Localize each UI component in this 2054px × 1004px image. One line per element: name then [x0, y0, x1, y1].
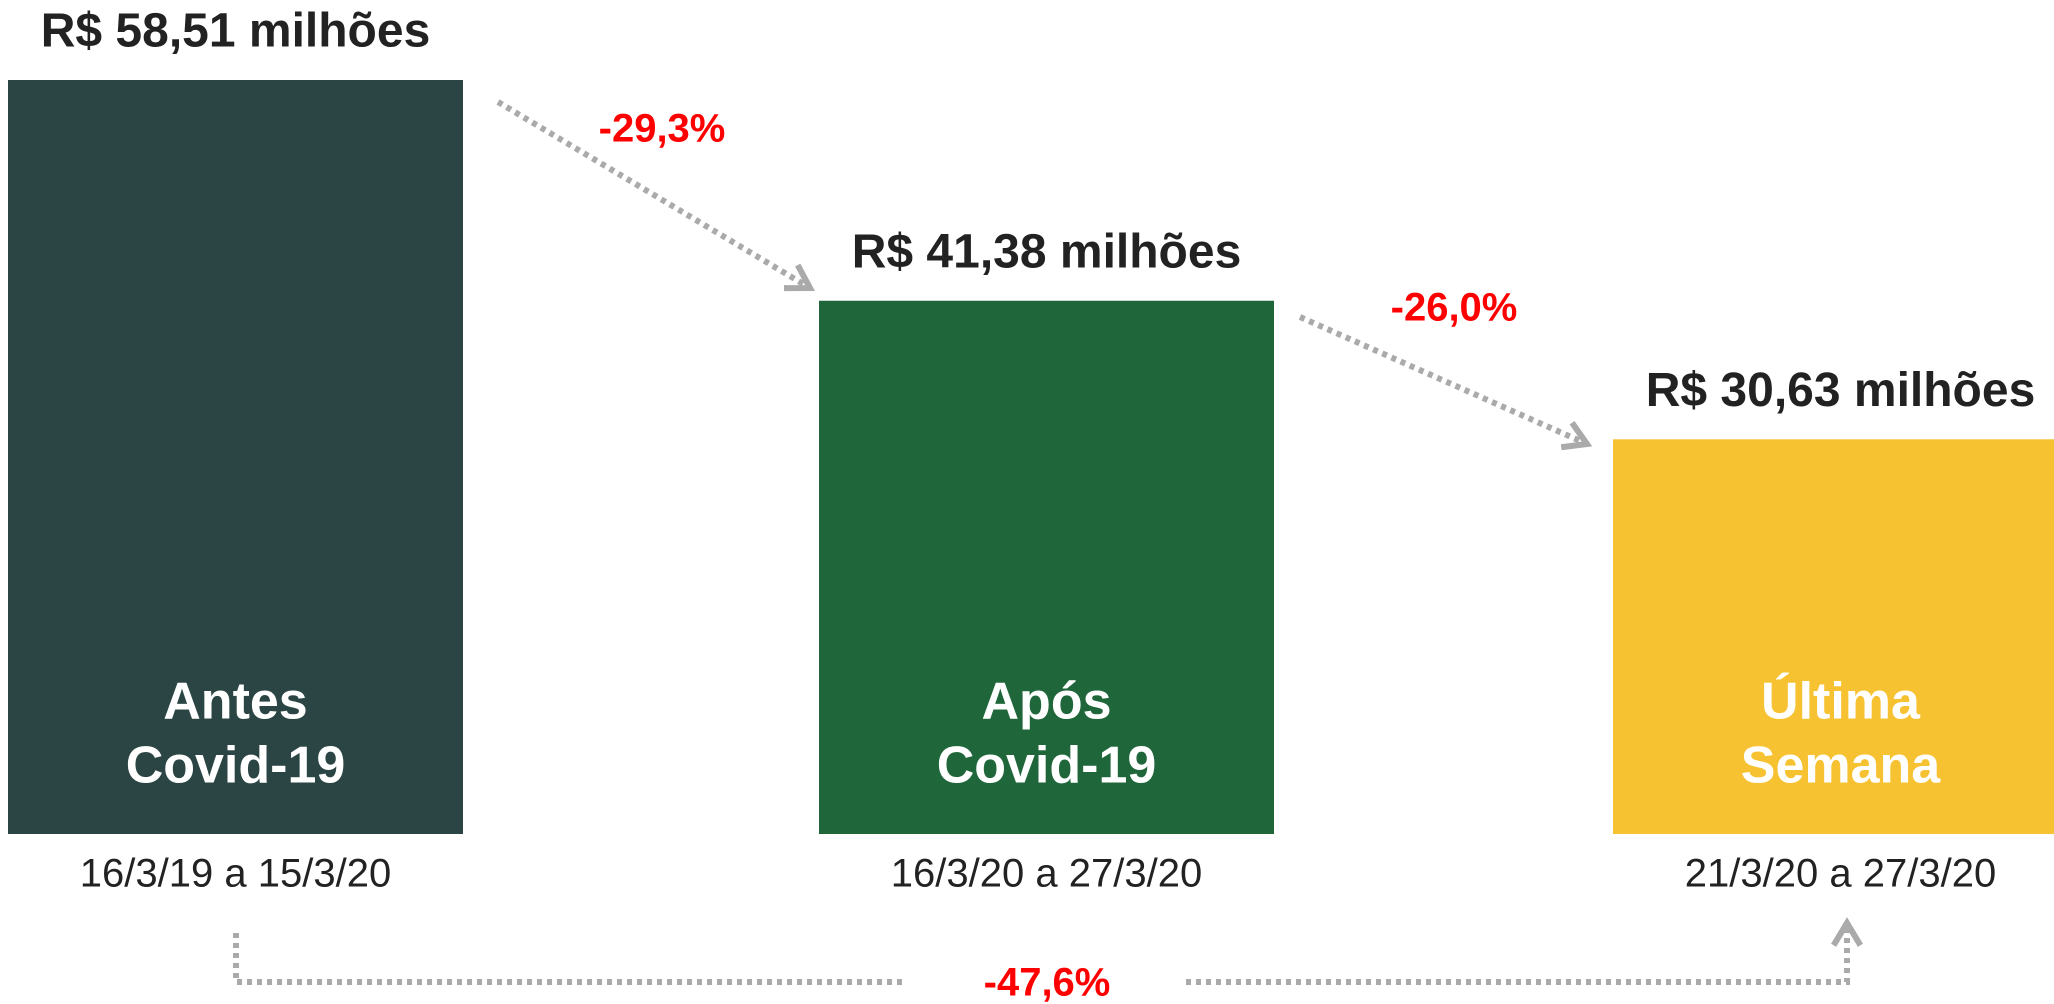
- category-label: Última: [1761, 673, 1921, 731]
- change-label: -47,6%: [984, 961, 1111, 1004]
- bar: [8, 80, 463, 834]
- category-label: Após: [982, 673, 1112, 731]
- arrow: [1186, 925, 1850, 985]
- value-label: R$ 58,51 milhões: [41, 5, 431, 58]
- value-label: R$ 30,63 milhões: [1646, 364, 2036, 417]
- period-label: 16/3/19 a 15/3/20: [80, 852, 391, 896]
- bar: [1613, 439, 2054, 834]
- category-label: Covid-19: [937, 737, 1157, 795]
- arrow: [496, 99, 812, 291]
- change-label: -26,0%: [1391, 286, 1518, 330]
- arrow: [233, 933, 904, 985]
- change-label: -29,3%: [599, 107, 726, 151]
- category-label: Semana: [1741, 737, 1942, 795]
- category-label: Antes: [163, 673, 307, 731]
- arrow: [1298, 314, 1589, 447]
- period-label: 16/3/20 a 27/3/20: [891, 852, 1202, 896]
- bar: [819, 300, 1274, 835]
- value-label: R$ 41,38 milhões: [852, 225, 1242, 278]
- category-label: Covid-19: [126, 737, 346, 795]
- arrow-head: [1560, 421, 1593, 451]
- arrow-head: [783, 263, 815, 292]
- arrow-head: [1831, 917, 1863, 947]
- period-label: 21/3/20 a 27/3/20: [1685, 852, 1996, 896]
